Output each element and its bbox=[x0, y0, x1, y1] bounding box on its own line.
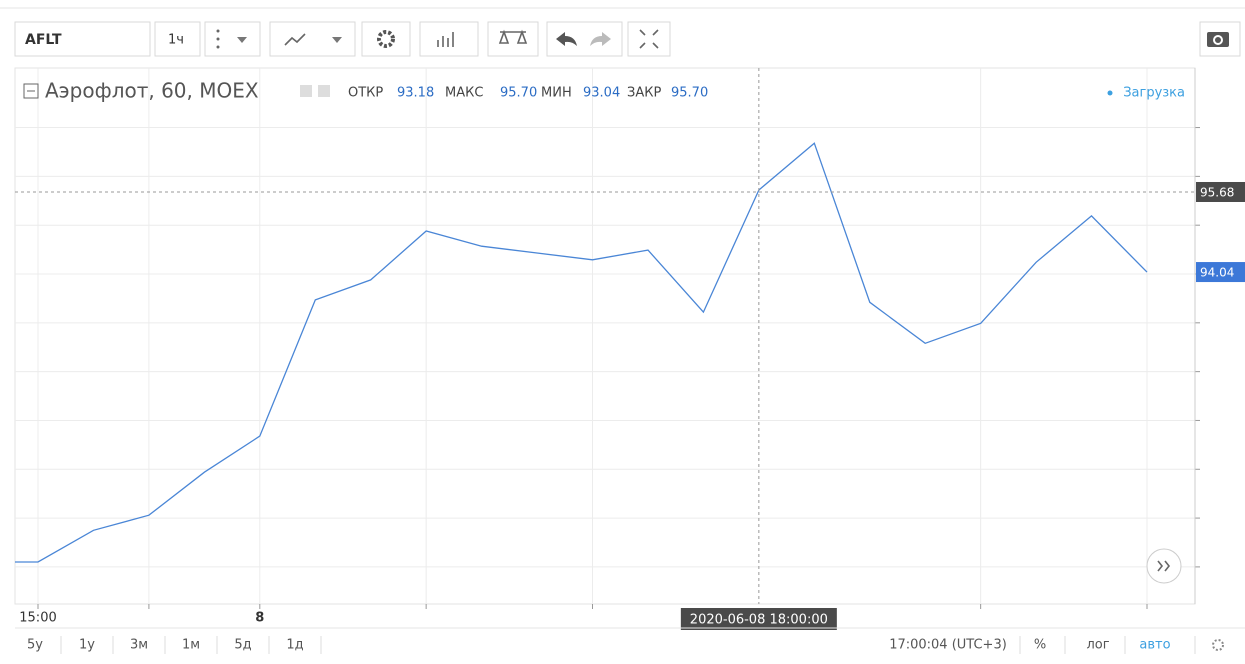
x-tick-label: 15:00 bbox=[19, 611, 56, 626]
toolbar: AFLT 1ч bbox=[14, 21, 1241, 57]
x-tick-label: 8 bbox=[255, 611, 264, 626]
percent-toggle[interactable]: % bbox=[1034, 638, 1046, 653]
chart-style-button[interactable] bbox=[269, 21, 356, 57]
compare-button[interactable] bbox=[487, 21, 539, 57]
close-value: 95.70 bbox=[671, 86, 708, 101]
range-button[interactable]: 3м bbox=[130, 638, 148, 653]
scroll-button[interactable] bbox=[1146, 548, 1182, 584]
range-button[interactable]: 5д bbox=[234, 638, 251, 653]
interval-menu[interactable] bbox=[204, 21, 261, 57]
plot-frame bbox=[14, 67, 1196, 605]
symbol: AFLT bbox=[25, 32, 62, 48]
crosshair-x-box bbox=[680, 608, 837, 630]
log-toggle[interactable]: лог bbox=[1086, 638, 1109, 653]
footer-settings[interactable] bbox=[1212, 639, 1224, 651]
low-label: МИН bbox=[541, 86, 572, 101]
open-value: 93.18 bbox=[397, 86, 434, 101]
crosshair-y-label: 95.68 bbox=[1200, 185, 1234, 199]
auto-toggle[interactable]: авто bbox=[1139, 638, 1170, 653]
fullscreen-button[interactable] bbox=[627, 21, 671, 57]
settings-button[interactable] bbox=[361, 21, 411, 57]
range-button[interactable]: 1y bbox=[79, 638, 95, 653]
range-button[interactable]: 1м bbox=[182, 638, 200, 653]
interval: 1ч bbox=[168, 33, 184, 48]
close-label: ЗАКР bbox=[627, 86, 661, 101]
last-price-box bbox=[1196, 262, 1245, 283]
crosshair-x-label: 2020-06-08 18:00:00 bbox=[690, 613, 828, 628]
symbol-input[interactable] bbox=[14, 21, 151, 57]
legend: Аэрофлот, 60, MOEX ОТКР 93.18 МАКС 95.70… bbox=[23, 79, 1185, 103]
open-label: ОТКР bbox=[348, 86, 383, 101]
clock: 17:00:04 (UTC+3) bbox=[889, 638, 1007, 653]
legend-title: Аэрофлот, 60, MOEX bbox=[45, 79, 259, 103]
indicators-button[interactable] bbox=[419, 21, 479, 57]
high-label: МАКС bbox=[445, 86, 483, 101]
footer: 17:00:04 (UTC+3) % лог авто 5y 1y 3м 1м 5д 1д bbox=[15, 627, 1245, 654]
price-line bbox=[15, 142, 1148, 563]
status: Загрузка bbox=[1123, 86, 1185, 101]
collapse-icon[interactable] bbox=[23, 83, 39, 99]
plot: 15:00 8 94.04 95.68 2020-06-08 18:00:00 bbox=[15, 68, 1245, 630]
last-price-label: 94.04 bbox=[1200, 266, 1234, 280]
low-value: 93.04 bbox=[583, 86, 620, 101]
range-button[interactable]: 1д bbox=[286, 638, 303, 653]
interval-button[interactable] bbox=[154, 21, 201, 57]
high-value: 95.70 bbox=[500, 86, 537, 101]
range-button[interactable]: 5y bbox=[27, 638, 43, 653]
crosshair-y-box bbox=[1196, 181, 1245, 202]
